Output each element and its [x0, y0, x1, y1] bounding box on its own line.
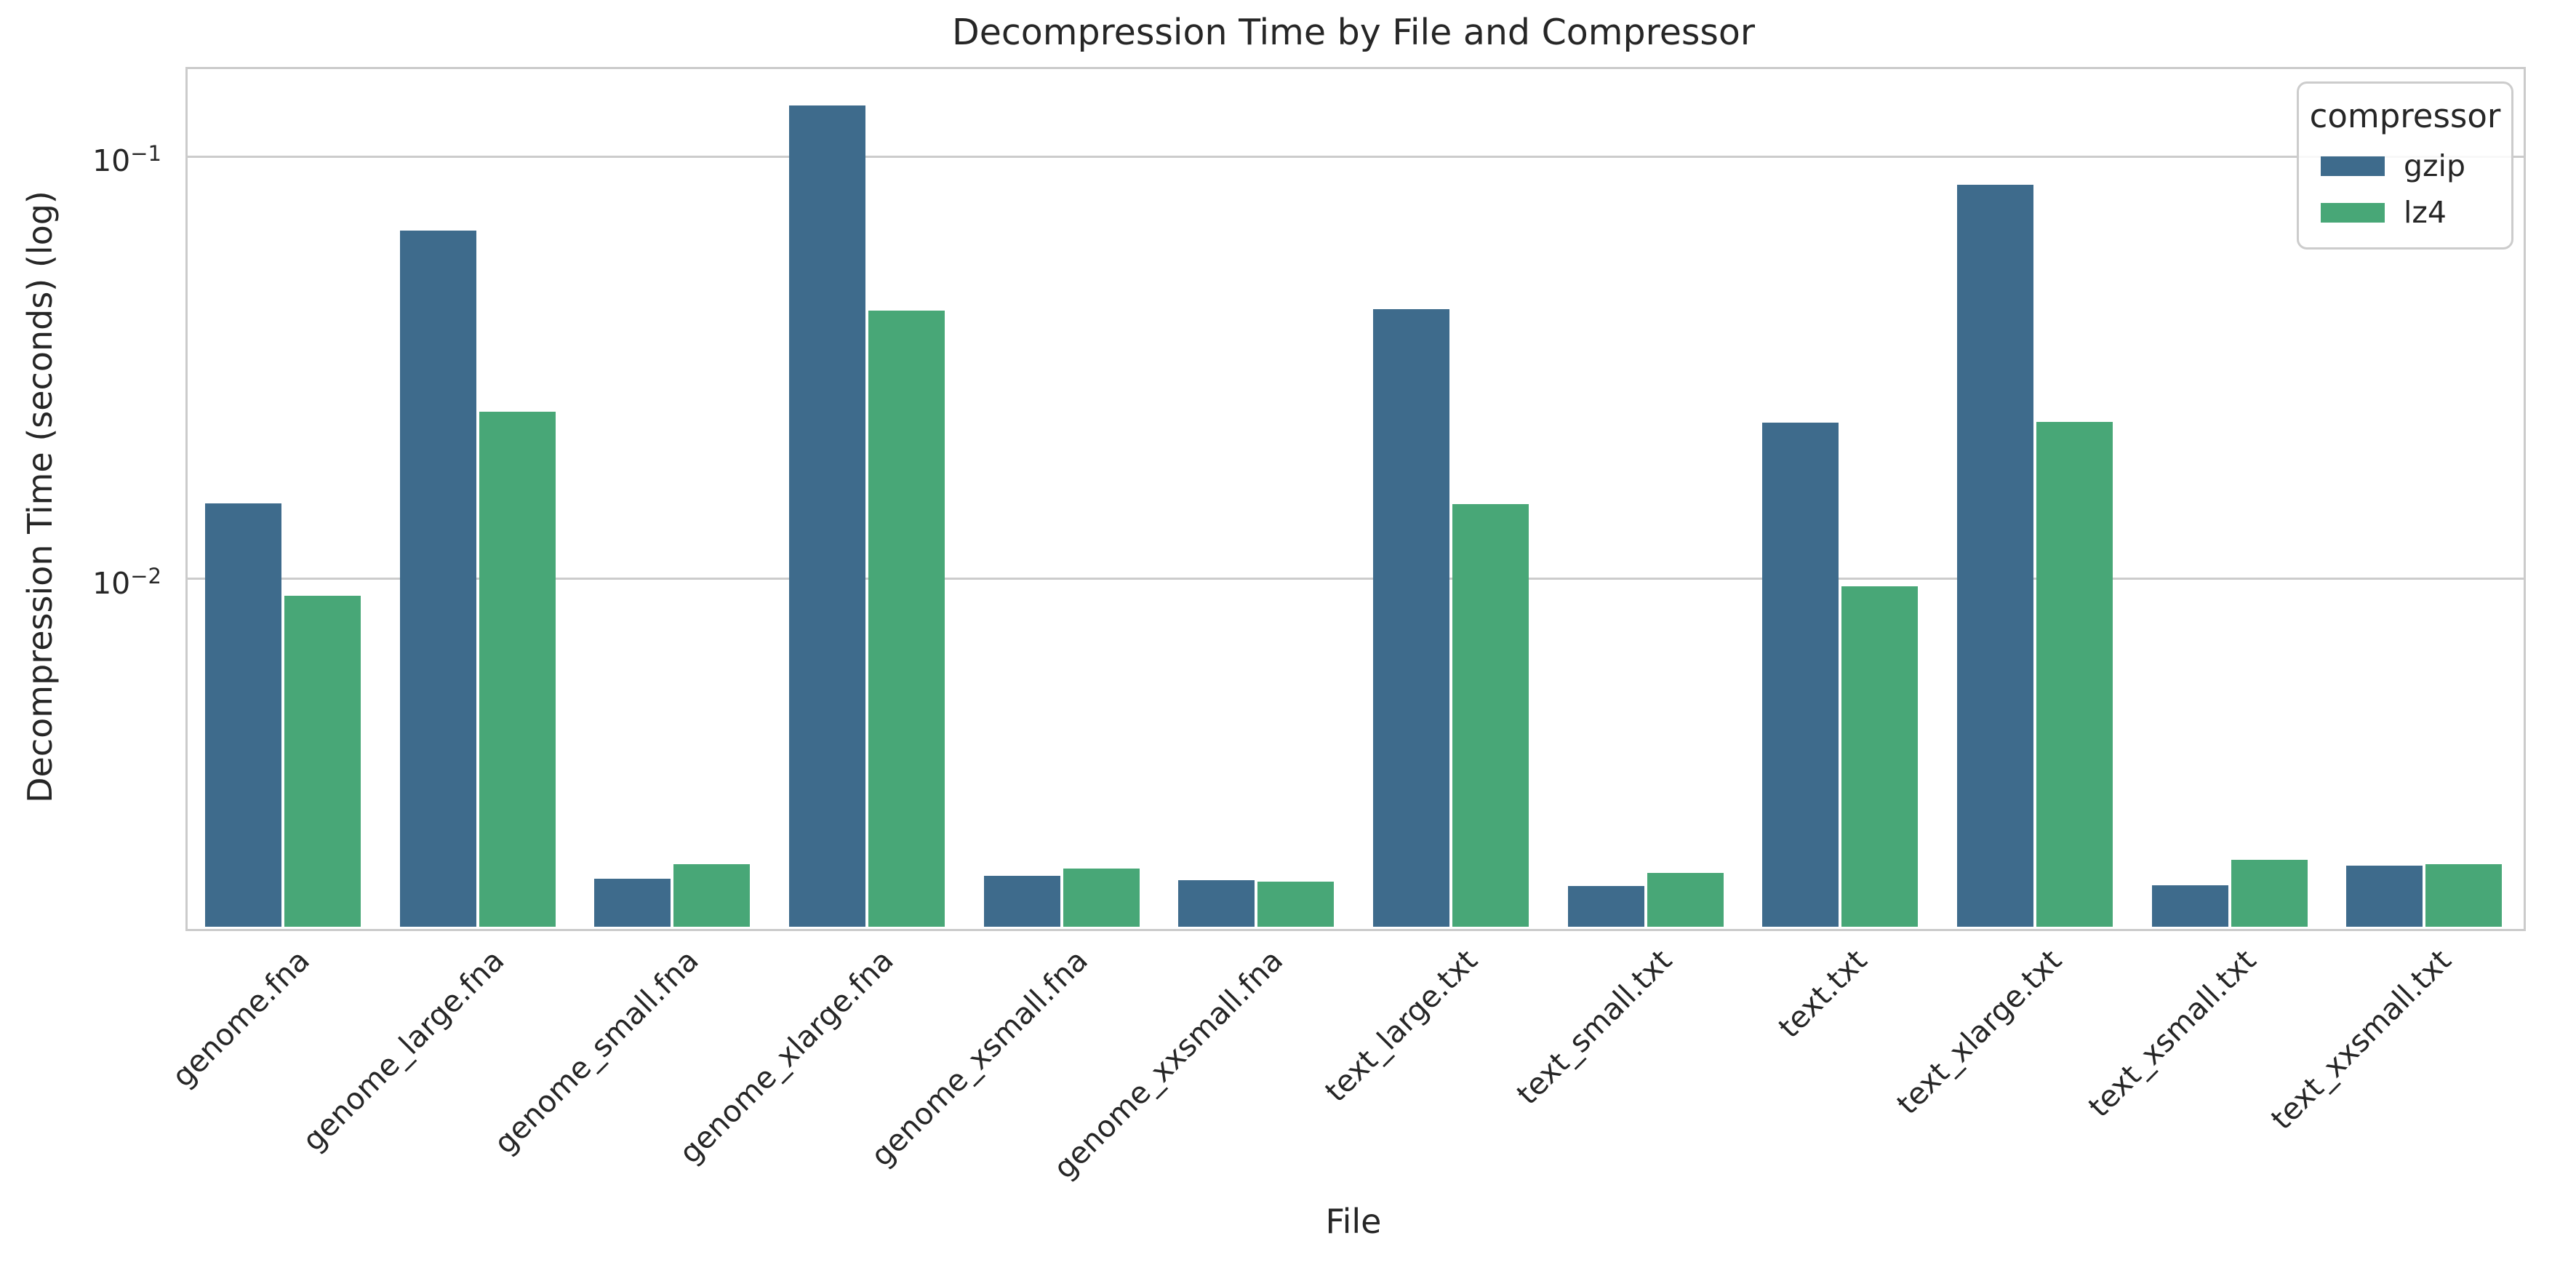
bar-lz4-text_xsmall.txt — [2231, 860, 2308, 927]
bar-gzip-text_xlarge.txt — [1956, 185, 2033, 927]
bar-gzip-genome.fna — [204, 503, 281, 927]
bar-gzip-text_xxsmall.txt — [2346, 866, 2423, 927]
bar-lz4-genome_small.fna — [673, 863, 751, 927]
legend: compressor gzip lz4 — [2297, 81, 2513, 250]
bar-lz4-text.txt — [1841, 586, 1919, 927]
x-tick-label-genome_large.fna: genome_large.fna — [295, 943, 511, 1158]
x-tick-label-genome.fna: genome.fna — [164, 943, 316, 1094]
bar-lz4-text_small.txt — [1647, 873, 1724, 927]
x-tick-label-genome_small.fna: genome_small.fna — [487, 943, 706, 1161]
legend-item-lz4: lz4 — [2299, 195, 2511, 230]
bar-lz4-genome_xxsmall.fna — [1257, 881, 1335, 927]
plot-area — [185, 67, 2526, 931]
bar-gzip-text_small.txt — [1567, 886, 1644, 927]
legend-title: compressor — [2309, 97, 2501, 135]
gridline-10−1 — [185, 155, 2524, 158]
chart-title: Decompression Time by File and Compresso… — [951, 12, 1756, 53]
bar-gzip-genome_xsmall.fna — [983, 876, 1060, 927]
x-tick-label-text_xsmall.txt: text_xsmall.txt — [2081, 943, 2263, 1125]
gridline-10−2 — [185, 578, 2524, 580]
x-axis-title: File — [1325, 1202, 1382, 1241]
x-tick-label-genome_xsmall.fna: genome_xsmall.fna — [864, 943, 1095, 1173]
bar-gzip-text_large.txt — [1372, 309, 1449, 927]
x-tick-label-text.txt: text.txt — [1771, 943, 1874, 1045]
legend-swatch-gzip — [2321, 156, 2385, 176]
y-tick-label-10−1: 10−1 — [92, 141, 161, 179]
x-tick-label-text_xxsmall.txt: text_xxsmall.txt — [2263, 943, 2458, 1137]
bar-lz4-text_xlarge.txt — [2036, 422, 2113, 927]
bar-lz4-genome_xlarge.fna — [868, 310, 945, 927]
bar-lz4-genome_large.fna — [479, 411, 556, 927]
x-tick-label-text_large.txt: text_large.txt — [1318, 943, 1484, 1109]
x-tick-label-genome_xlarge.fna: genome_xlarge.fna — [672, 943, 900, 1171]
bar-lz4-text_large.txt — [1452, 504, 1529, 927]
bar-lz4-genome.fna — [284, 596, 361, 927]
bar-gzip-text_xsmall.txt — [2151, 885, 2228, 927]
bar-gzip-genome_xlarge.fna — [788, 105, 865, 927]
y-tick-label-10−2: 10−2 — [92, 563, 161, 601]
bar-gzip-text.txt — [1762, 423, 1839, 927]
bar-gzip-genome_large.fna — [399, 230, 476, 927]
bar-gzip-genome_small.fna — [594, 878, 671, 927]
legend-swatch-lz4 — [2321, 202, 2385, 223]
x-tick-label-text_small.txt: text_small.txt — [1510, 943, 1679, 1112]
bar-lz4-text_xxsmall.txt — [2425, 863, 2503, 927]
legend-item-gzip: gzip — [2299, 148, 2511, 183]
bar-lz4-genome_xsmall.fna — [1063, 869, 1140, 927]
y-axis-title: Decompression Time (seconds) (log) — [20, 191, 60, 803]
x-tick-label-genome_xxsmall.fna: genome_xxsmall.fna — [1047, 943, 1290, 1186]
legend-label-gzip: gzip — [2404, 148, 2465, 183]
x-tick-label-text_xlarge.txt: text_xlarge.txt — [1889, 943, 2068, 1122]
bar-gzip-genome_xxsmall.fna — [1178, 880, 1255, 927]
legend-label-lz4: lz4 — [2404, 195, 2447, 230]
